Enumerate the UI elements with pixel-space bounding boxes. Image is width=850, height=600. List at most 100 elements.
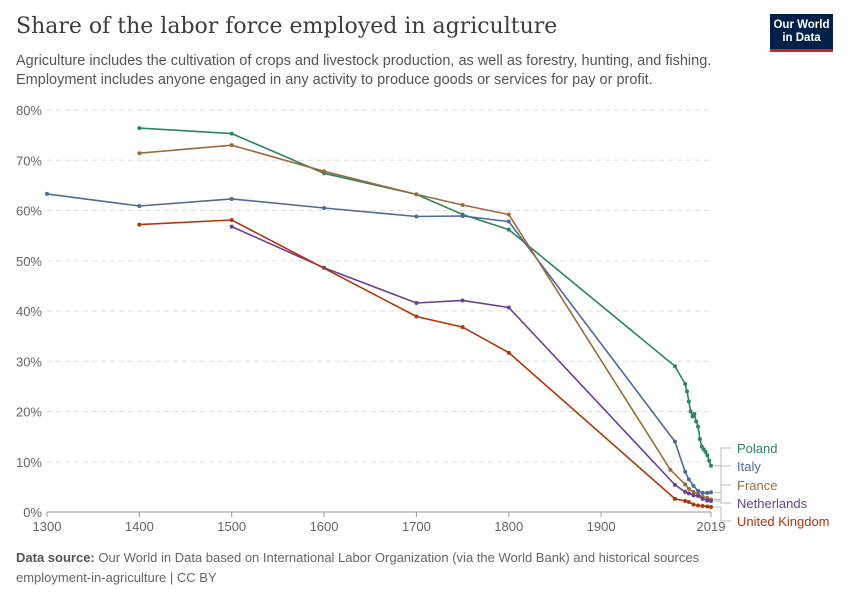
data-point xyxy=(506,219,511,224)
series-line-italy xyxy=(46,193,712,494)
data-point xyxy=(683,498,688,503)
data-point xyxy=(460,214,465,219)
label-connector xyxy=(714,447,731,467)
data-point xyxy=(137,203,142,208)
y-tick-label: 70% xyxy=(16,153,42,168)
source-text: Our World in Data based on International… xyxy=(98,550,700,565)
data-point xyxy=(684,389,689,394)
data-point xyxy=(686,399,691,404)
data-point xyxy=(691,493,696,498)
chart-slug[interactable]: employment-in-agriculture | CC BY xyxy=(16,570,217,585)
data-point xyxy=(683,381,688,386)
data-point xyxy=(709,463,713,468)
data-point xyxy=(703,449,708,454)
y-tick-label: 60% xyxy=(16,204,42,219)
owid-logo[interactable]: Our World in Data xyxy=(770,14,833,52)
footer: Data source: Our World in Data based on … xyxy=(16,548,699,588)
data-point xyxy=(414,192,419,197)
y-tick-label: 40% xyxy=(16,304,42,319)
data-point xyxy=(696,424,701,429)
data-point xyxy=(683,489,688,494)
data-point xyxy=(506,350,511,355)
data-point xyxy=(45,191,49,196)
data-point xyxy=(705,504,710,509)
data-point xyxy=(137,126,142,131)
data-point xyxy=(686,491,691,496)
data-point xyxy=(672,496,677,501)
chart-subtitle: Agriculture includes the cultivation of … xyxy=(16,53,712,88)
data-point xyxy=(709,490,713,495)
y-tick-label: 0% xyxy=(23,505,42,520)
data-point xyxy=(414,300,419,305)
data-point xyxy=(460,202,465,207)
x-tick-label: 1600 xyxy=(310,519,339,534)
data-point xyxy=(672,439,677,444)
data-point xyxy=(696,488,701,493)
data-point xyxy=(700,496,705,501)
data-point xyxy=(229,224,234,229)
x-tick-label: 1400 xyxy=(125,519,154,534)
x-tick-label: 1500 xyxy=(217,519,246,534)
data-point xyxy=(705,498,710,503)
data-point xyxy=(688,409,693,414)
x-tick-label: 1800 xyxy=(494,519,523,534)
data-point xyxy=(506,227,511,232)
data-point xyxy=(696,493,701,498)
data-point xyxy=(414,314,419,319)
series-label: Netherlands xyxy=(737,496,808,511)
label-connector xyxy=(714,465,731,493)
data-point xyxy=(506,212,511,217)
data-point xyxy=(322,205,327,210)
data-point xyxy=(686,499,691,504)
data-point xyxy=(694,419,699,424)
data-point xyxy=(683,482,688,487)
data-point xyxy=(707,458,712,463)
data-point xyxy=(229,218,234,223)
data-point xyxy=(683,469,688,474)
data-point xyxy=(709,504,713,509)
data-point xyxy=(697,437,702,442)
data-point xyxy=(709,498,713,503)
series-line-poland xyxy=(139,127,712,467)
label-connector xyxy=(714,500,731,504)
data-point xyxy=(696,503,701,508)
y-tick-label: 30% xyxy=(16,354,42,369)
data-point xyxy=(691,489,696,494)
x-tick-label: 1300 xyxy=(33,519,62,534)
data-point xyxy=(705,490,710,495)
data-point xyxy=(672,482,677,487)
label-connector xyxy=(714,484,731,500)
data-point xyxy=(506,305,511,310)
y-tick-label: 20% xyxy=(16,405,42,420)
data-point xyxy=(414,214,419,219)
data-point xyxy=(672,364,677,369)
data-point xyxy=(460,325,465,330)
series-label: Italy xyxy=(737,459,761,474)
line-chart: 0% 10% 20% 30% 40% 50% 60% 70% 80% 1300 1400 1500 16… xyxy=(16,103,830,534)
label-connector xyxy=(714,506,731,522)
series-line-netherlands xyxy=(231,225,712,502)
data-point xyxy=(460,298,465,303)
source-label: Data source: xyxy=(16,550,95,565)
series-label: Poland xyxy=(737,441,777,456)
x-tick-label: 1900 xyxy=(587,519,616,534)
data-point xyxy=(700,503,705,508)
data-point xyxy=(692,412,697,417)
data-point xyxy=(668,467,673,472)
data-point xyxy=(137,222,142,227)
x-tick-label: 1700 xyxy=(402,519,431,534)
series-label: United Kingdom xyxy=(737,514,830,529)
y-tick-label: 80% xyxy=(16,103,42,118)
data-point xyxy=(686,477,691,482)
data-point xyxy=(322,169,327,174)
series-line-united-kingdom xyxy=(139,219,712,508)
data-point xyxy=(691,502,696,507)
data-point xyxy=(229,196,234,201)
y-tick-label: 10% xyxy=(16,455,42,470)
data-point xyxy=(700,490,705,495)
chart-title: Share of the labor force employed in agr… xyxy=(16,14,558,39)
data-point xyxy=(705,453,710,458)
data-point xyxy=(691,483,696,488)
data-point xyxy=(686,486,691,491)
data-point xyxy=(229,131,234,136)
